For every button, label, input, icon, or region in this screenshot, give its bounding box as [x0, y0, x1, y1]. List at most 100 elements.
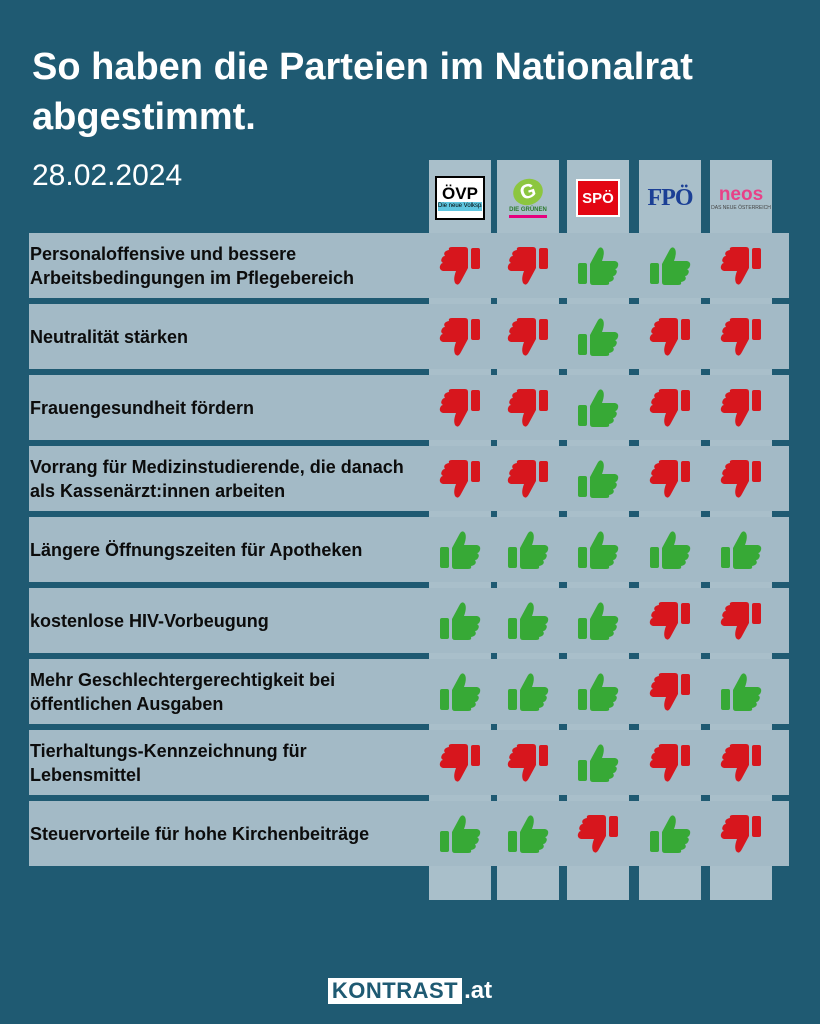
vote-cell-oevp [429, 801, 491, 866]
vote-cell-spoe [567, 659, 629, 724]
vote-cell-gruene [497, 588, 559, 653]
thumbs-up-icon [440, 672, 481, 711]
gruene-logo-box: G DIE GRÜNEN [503, 174, 553, 222]
gruene-logo-bar [509, 214, 547, 218]
thumbs-up-icon [440, 601, 481, 640]
vote-cell-fpoe [639, 659, 701, 724]
thumbs-down-icon [439, 459, 480, 498]
thumbs-down-icon [507, 388, 548, 427]
vote-cell-spoe [567, 304, 629, 369]
thumbs-up-icon [578, 459, 619, 498]
thumbs-down-icon [649, 388, 690, 427]
vote-cell-neos [710, 801, 772, 866]
vote-cell-neos [710, 517, 772, 582]
vote-cell-spoe [567, 233, 629, 298]
fpoe-logo-text: FPÖ [647, 184, 694, 211]
vote-cell-oevp [429, 659, 491, 724]
vote-cell-gruene [497, 801, 559, 866]
vote-cell-fpoe [639, 801, 701, 866]
thumbs-up-icon [578, 317, 619, 356]
thumbs-down-icon [507, 459, 548, 498]
thumbs-up-icon [578, 672, 619, 711]
vote-cell-gruene [497, 446, 559, 511]
party-logo-gruene: G DIE GRÜNEN [497, 168, 559, 228]
vote-cell-neos [710, 233, 772, 298]
footer-logo: KONTRAST .at [0, 978, 820, 1004]
vote-row-label: Längere Öffnungszeiten für Apotheken [30, 539, 363, 560]
vote-cell-fpoe [639, 588, 701, 653]
vote-cell-fpoe [639, 304, 701, 369]
vote-cell-fpoe [639, 517, 701, 582]
vote-cell-spoe [567, 375, 629, 440]
vote-cell-spoe [567, 517, 629, 582]
vote-cell-spoe [567, 446, 629, 511]
vote-cell-oevp [429, 446, 491, 511]
page-title: So haben die Parteien im Nationalrat abg… [32, 46, 693, 138]
thumbs-up-icon [508, 530, 549, 569]
neos-logo-box: neos DAS NEUE ÖSTERREICH [710, 178, 772, 218]
thumbs-up-icon [508, 814, 549, 853]
thumbs-down-icon [720, 743, 761, 782]
thumbs-up-icon [721, 672, 762, 711]
thumbs-down-icon [507, 743, 548, 782]
vote-cell-neos [710, 446, 772, 511]
vote-cell-neos [710, 304, 772, 369]
thumbs-up-icon [578, 601, 619, 640]
vote-cell-oevp [429, 730, 491, 795]
footer-brand: KONTRAST [327, 978, 463, 1004]
vote-row-label: Personaloffensive und bessere Arbeitsbed… [30, 243, 355, 288]
vote-cell-oevp [429, 304, 491, 369]
party-logo-spoe: SPÖ [567, 168, 629, 228]
thumbs-up-icon [440, 814, 481, 853]
vote-cell-spoe [567, 588, 629, 653]
thumbs-up-icon [578, 743, 619, 782]
thumbs-down-icon [720, 317, 761, 356]
vote-cell-gruene [497, 375, 559, 440]
vote-row-label: Mehr Geschlechtergerechtigkeit bei öffen… [30, 669, 336, 714]
thumbs-up-icon [650, 530, 691, 569]
thumbs-up-icon [508, 601, 549, 640]
thumbs-down-icon [720, 388, 761, 427]
thumbs-down-icon [507, 246, 548, 285]
thumbs-down-icon [439, 743, 480, 782]
thumbs-up-icon [578, 246, 619, 285]
thumbs-down-icon [439, 246, 480, 285]
vote-cell-gruene [497, 730, 559, 795]
vote-cell-fpoe [639, 233, 701, 298]
thumbs-down-icon [649, 459, 690, 498]
vote-cell-fpoe [639, 375, 701, 440]
vote-cell-neos [710, 659, 772, 724]
thumbs-down-icon [439, 317, 480, 356]
vote-cell-oevp [429, 588, 491, 653]
vote-cell-spoe [567, 730, 629, 795]
spoe-logo-box: SPÖ [576, 179, 620, 217]
thumbs-down-icon [439, 388, 480, 427]
party-logo-fpoe: FPÖ [639, 168, 701, 228]
vote-cell-gruene [497, 304, 559, 369]
gruene-logo-mark: G [509, 174, 547, 209]
oevp-logo-text: ÖVP [442, 184, 478, 203]
vote-cell-gruene [497, 517, 559, 582]
thumbs-up-icon [721, 530, 762, 569]
party-logo-neos: neos DAS NEUE ÖSTERREICH [710, 168, 772, 228]
vote-row-label: Steuervorteile für hohe Kirchenbeiträge [30, 823, 370, 844]
neos-logo-sub: DAS NEUE ÖSTERREICH [711, 204, 771, 211]
vote-cell-spoe [567, 801, 629, 866]
vote-cell-neos [710, 730, 772, 795]
vote-row-label: Neutralität stärken [30, 326, 189, 347]
vote-cell-neos [710, 375, 772, 440]
spoe-logo-text: SPÖ [582, 189, 614, 207]
thumbs-down-icon [649, 672, 690, 711]
thumbs-down-icon [720, 459, 761, 498]
vote-row-label: Vorrang für Medizinstudierende, die dana… [30, 456, 404, 501]
vote-cell-fpoe [639, 730, 701, 795]
vote-row-label: kostenlose HIV-Vorbeugung [30, 610, 269, 631]
thumbs-down-icon [720, 601, 761, 640]
thumbs-up-icon [578, 530, 619, 569]
thumbs-down-icon [649, 743, 690, 782]
thumbs-down-icon [577, 814, 618, 853]
thumbs-down-icon [720, 814, 761, 853]
vote-row-label: Tierhaltungs-Kennzeichnung für Lebensmit… [30, 740, 307, 785]
